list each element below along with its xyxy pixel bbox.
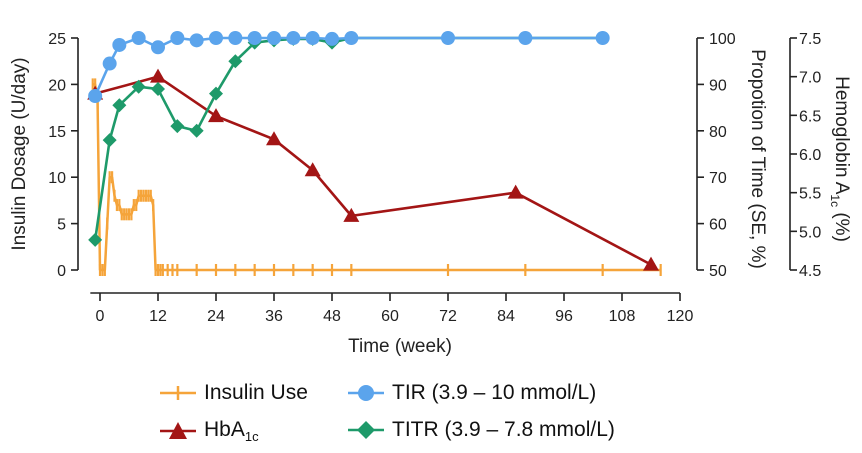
hba1c-point — [208, 108, 224, 123]
y-hba1c-tick-label: 7.5 — [799, 31, 821, 48]
legend-item-titr: TITR (3.9 – 7.8 mmol/L) — [348, 418, 615, 442]
legend-insulin-symbol — [160, 386, 196, 400]
titr-point — [228, 54, 243, 69]
legend-hba1c-symbol — [160, 422, 196, 440]
x-tick-label: 96 — [555, 308, 573, 325]
x-tick-label: 12 — [149, 308, 167, 325]
y-time-tick-label: 50 — [709, 263, 727, 280]
x-tick-label: 72 — [439, 308, 457, 325]
hba1c-point — [643, 256, 659, 271]
x-tick-label: 0 — [96, 308, 105, 325]
x-tick-label: 24 — [207, 308, 225, 325]
series-circle — [88, 31, 610, 103]
titr-point — [189, 123, 204, 138]
hba1c-point — [507, 184, 524, 199]
series-line-triangle — [94, 75, 652, 266]
titr-point — [170, 119, 185, 134]
series-layer — [87, 31, 662, 276]
tir-point — [247, 31, 262, 45]
x-axis-title: Time (week) — [348, 336, 452, 357]
legend-titr-label: TITR (3.9 – 7.8 mmol/L) — [392, 418, 615, 441]
y-axis-hba1c-title-suffix: (%) — [831, 207, 852, 242]
y-time-tick-label: 60 — [709, 217, 727, 234]
y-axis-time-title: Propotion of Time (SE, %) — [747, 49, 768, 269]
hba1c-point — [150, 68, 166, 83]
series-triangle — [87, 68, 659, 271]
legend-item-tir: TIR (3.9 – 10 mmol/L) — [348, 381, 596, 405]
legend-item-insulin: Insulin Use — [160, 381, 308, 405]
x-tick-label: 48 — [323, 308, 341, 325]
legend-insulin-label: Insulin Use — [204, 381, 308, 404]
tir-point — [189, 33, 204, 48]
tir-point — [151, 40, 165, 55]
titr-point — [151, 82, 165, 97]
y-time-tick-label: 100 — [709, 31, 736, 48]
y-insulin-tick-label: 25 — [48, 31, 66, 48]
hba1c-point — [304, 162, 321, 177]
y-axis-hba1c-title-sub: 1c — [828, 194, 842, 207]
tir-point — [228, 31, 243, 45]
legend-tir-label: TIR (3.9 – 10 mmol/L) — [392, 381, 597, 404]
y-axis-hba1c-title: Hemoglobin A1c (%) — [828, 76, 852, 242]
titr-point — [112, 98, 127, 113]
y-axis-hba1c-title-main: Hemoglobin A — [831, 76, 852, 195]
x-tick-label: 84 — [497, 308, 515, 325]
x-tick-label: 120 — [667, 308, 694, 325]
titr-point — [102, 133, 117, 148]
series-line-plus — [92, 83, 661, 272]
y-insulin-tick-label: 20 — [48, 77, 66, 94]
legend-titr-symbol — [348, 421, 384, 439]
tir-point — [518, 31, 533, 45]
titr-point — [88, 232, 103, 247]
tir-point — [131, 31, 146, 45]
series-plus — [91, 78, 662, 276]
tir-point — [286, 31, 301, 45]
y-axis-insulin-title: Insulin Dosage (U/day) — [9, 57, 30, 250]
tir-point — [325, 31, 339, 46]
series-line-diamond — [93, 36, 603, 241]
series-line-circle — [93, 36, 603, 97]
x-tick-label: 60 — [381, 308, 399, 325]
y-time-tick-label: 80 — [709, 124, 727, 141]
y-hba1c-tick-label: 5.5 — [799, 186, 821, 203]
hba1c-point — [343, 207, 360, 222]
tir-point — [305, 31, 320, 45]
y-hba1c-tick-label: 5.0 — [799, 224, 821, 241]
y-time-tick-label: 90 — [709, 77, 727, 94]
y-hba1c-tick-label: 6.0 — [799, 147, 821, 164]
tir-point — [209, 31, 223, 45]
y-insulin-tick-label: 10 — [48, 170, 66, 187]
y-hba1c-tick-label: 6.5 — [799, 108, 821, 125]
legend-tir-symbol — [348, 385, 384, 401]
tir-point — [595, 31, 610, 45]
x-tick-label: 108 — [609, 308, 636, 325]
titr-point — [209, 86, 223, 101]
x-tick-label: 36 — [265, 308, 283, 325]
y-insulin-tick-label: 0 — [57, 263, 66, 280]
legend-item-hba1c: HbA1c — [160, 418, 259, 444]
tir-point — [102, 56, 117, 71]
legend-hba1c-sub: 1c — [244, 429, 259, 445]
tir-point — [441, 31, 455, 45]
y-hba1c-tick-label: 4.5 — [799, 263, 821, 280]
tir-point — [88, 89, 103, 103]
y-insulin-tick-label: 5 — [57, 217, 66, 234]
y-insulin-tick-label: 15 — [48, 124, 66, 141]
titr-point — [131, 79, 146, 94]
tir-point — [344, 31, 359, 45]
hba1c-point — [266, 131, 282, 146]
axes-group: 0 5 10 15 20 25 Insulin Dosage (U/day) 50 60 70 80… — [9, 31, 852, 357]
y-hba1c-tick-label: 7.0 — [799, 70, 821, 87]
legend-hba1c-main: HbA — [204, 418, 245, 441]
y-time-tick-label: 70 — [709, 170, 727, 187]
tir-point — [267, 31, 281, 45]
legend-hba1c-label: HbA1c — [204, 418, 259, 444]
tir-point — [112, 37, 127, 52]
tir-point — [170, 31, 185, 45]
